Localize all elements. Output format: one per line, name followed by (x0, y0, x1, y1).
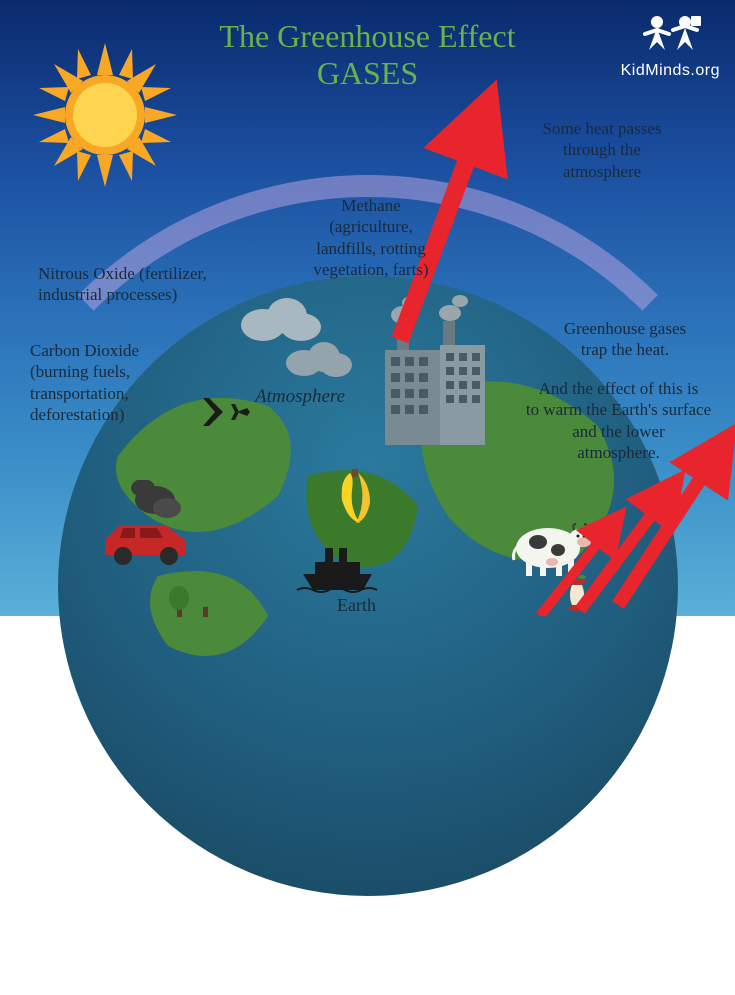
car-icon (95, 480, 205, 575)
label-earth: Earth (337, 594, 376, 617)
label-methane: Methane (agriculture, landfills, rotting… (286, 195, 456, 280)
label-trap: Greenhouse gases trap the heat. (530, 318, 720, 361)
factory-icon (375, 295, 495, 450)
logo-icon (635, 12, 705, 60)
ship-icon (295, 540, 380, 600)
banana-icon (330, 465, 385, 535)
apple-core-icon (560, 575, 595, 620)
logo-text: KidMinds.org (621, 62, 720, 80)
infographic-canvas: The Greenhouse Effect GASES KidMinds.org (0, 0, 735, 616)
page-title: The Greenhouse Effect GASES (219, 18, 515, 92)
label-warm: And the effect of this is to warm the Ea… (506, 378, 731, 463)
trees-icon (165, 580, 225, 625)
logo: KidMinds.org (621, 12, 720, 80)
airplane-icon (195, 390, 255, 440)
sun-icon (30, 40, 180, 190)
label-co2: Carbon Dioxide (burning fuels, transport… (30, 340, 190, 425)
label-heat-passes: Some heat passes through the atmosphere (512, 118, 692, 182)
cow-icon (500, 510, 595, 585)
label-atmosphere: Atmosphere (255, 385, 345, 409)
cloud-icon (280, 335, 355, 385)
label-nitrous: Nitrous Oxide (fertilizer, industrial pr… (38, 263, 258, 306)
